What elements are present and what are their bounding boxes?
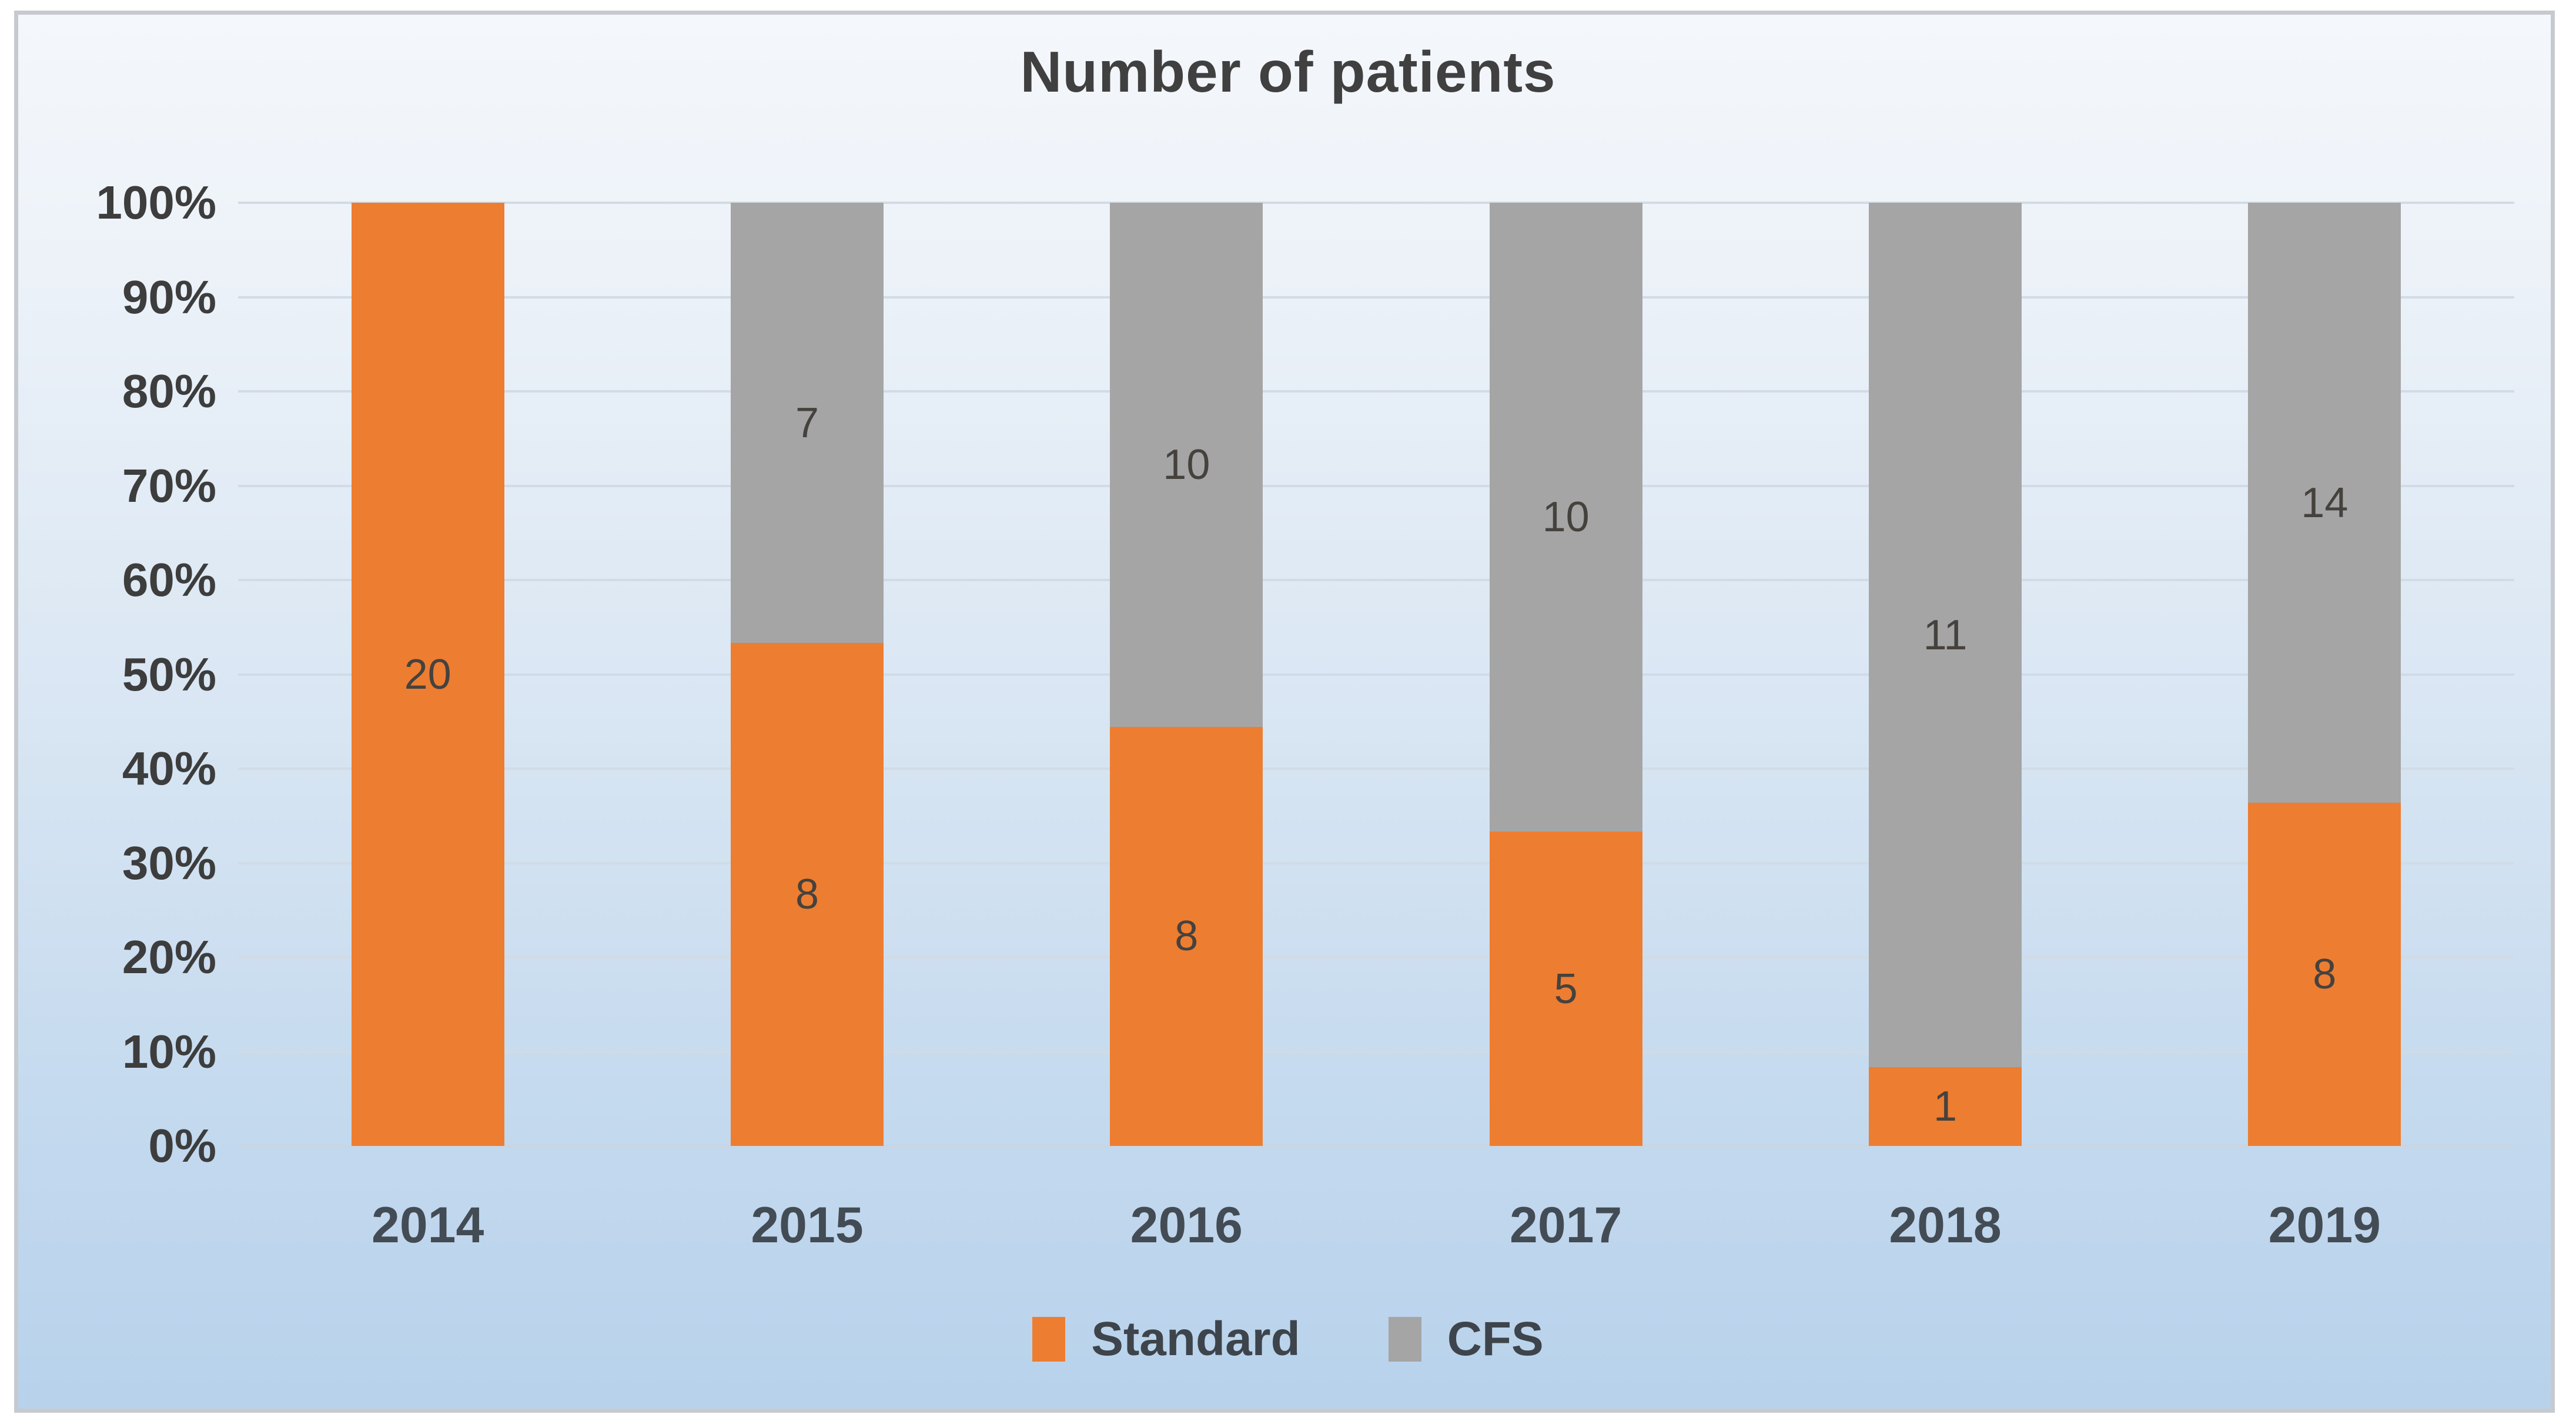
bar-segment-standard-2019: 8: [2248, 803, 2401, 1146]
legend-item-standard: Standard: [1032, 1315, 1300, 1363]
x-axis-tick-label-2018: 2018: [1889, 1197, 2002, 1253]
gridline-20%: [238, 956, 2514, 958]
bar-segment-standard-2018: 1: [1869, 1067, 2022, 1146]
gridline-30%: [238, 862, 2514, 864]
y-axis-tick-label-70%: 70%: [122, 459, 216, 512]
bar-segment-standard-2016: 8: [1110, 726, 1263, 1146]
data-label-standard-2019: 8: [2313, 951, 2337, 998]
data-label-standard-2016: 8: [1175, 913, 1199, 960]
legend-label-cfs: CFS: [1447, 1312, 1544, 1366]
legend: Standard CFS: [0, 1315, 2576, 1363]
data-label-cfs-2015: 7: [795, 399, 819, 447]
gridline-70%: [238, 484, 2514, 487]
y-axis-tick-label-80%: 80%: [122, 365, 216, 417]
data-label-cfs-2017: 10: [1542, 494, 1590, 541]
bar-segment-cfs-2016: 10: [1110, 203, 1263, 727]
y-axis-tick-label-0%: 0%: [148, 1119, 216, 1172]
bar-segment-standard-2014: 20: [351, 203, 504, 1146]
gridline-80%: [238, 390, 2514, 393]
y-axis-tick-label-30%: 30%: [122, 836, 216, 889]
data-label-cfs-2019: 14: [2301, 479, 2348, 527]
x-axis-tick-label-2014: 2014: [371, 1197, 484, 1253]
bar-segment-standard-2017: 5: [1489, 832, 1642, 1146]
bar-segment-cfs-2019: 14: [2248, 203, 2401, 803]
legend-swatch-cfs-icon: [1388, 1317, 1421, 1362]
data-label-standard-2018: 1: [1933, 1083, 1958, 1131]
y-axis-tick-label-60%: 60%: [122, 554, 216, 606]
data-label-cfs-2016: 10: [1163, 441, 1210, 488]
y-axis-tick-label-90%: 90%: [122, 270, 216, 323]
gridline-40%: [238, 767, 2514, 770]
x-axis-tick-label-2015: 2015: [751, 1197, 864, 1253]
data-label-standard-2017: 5: [1554, 965, 1578, 1013]
x-axis-tick-label-2019: 2019: [2268, 1197, 2381, 1253]
x-axis-tick-label-2017: 2017: [1509, 1197, 1622, 1253]
y-axis-tick-label-20%: 20%: [122, 931, 216, 983]
data-label-standard-2014: 20: [404, 651, 451, 698]
data-label-cfs-2018: 11: [1923, 611, 1968, 659]
gridline-60%: [238, 579, 2514, 581]
y-axis-tick-label-40%: 40%: [122, 742, 216, 795]
gridline-50%: [238, 673, 2514, 676]
chart-title: Number of patients: [1020, 39, 1556, 104]
gridline-100%: [238, 202, 2514, 204]
gridline-90%: [238, 296, 2514, 299]
bar-segment-cfs-2015: 7: [731, 203, 884, 643]
y-axis-tick-label-100%: 100%: [96, 176, 216, 229]
data-label-standard-2015: 8: [795, 871, 819, 918]
legend-swatch-standard-icon: [1032, 1317, 1066, 1362]
y-axis-tick-label-50%: 50%: [122, 648, 216, 700]
legend-item-cfs: CFS: [1388, 1312, 1544, 1366]
bar-segment-cfs-2018: 11: [1869, 203, 2022, 1068]
gridline-0%: [238, 1145, 2514, 1147]
gridline-10%: [238, 1050, 2514, 1053]
bar-segment-standard-2015: 8: [731, 643, 884, 1146]
y-axis-tick-label-10%: 10%: [122, 1025, 216, 1078]
bar-segment-cfs-2017: 10: [1489, 203, 1642, 832]
x-axis-tick-label-2016: 2016: [1130, 1197, 1243, 1253]
legend-label-standard: Standard: [1091, 1312, 1300, 1366]
